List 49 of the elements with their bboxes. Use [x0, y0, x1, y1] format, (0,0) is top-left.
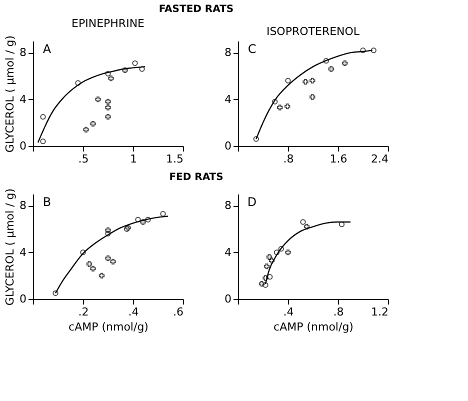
x-tick-label: .6 — [173, 306, 184, 318]
y-tick-label: 8 — [224, 199, 232, 212]
y-tick-label: 8 — [20, 46, 26, 60]
y-tick-label: 0 — [224, 292, 232, 306]
point — [105, 114, 111, 120]
x-tick-label: .8 — [333, 306, 344, 318]
x-tick-label: .2 — [78, 306, 89, 318]
annotation: B — [42, 195, 52, 209]
point — [95, 96, 101, 102]
y-axis-title: GLYCEROL ( µmol / g) — [4, 35, 16, 153]
x-tick-label: 1.5 — [166, 152, 184, 166]
point — [83, 126, 89, 133]
annotation: D — [247, 195, 257, 209]
x-tick-label: 1 — [130, 152, 137, 166]
point — [108, 75, 114, 82]
point — [40, 114, 46, 120]
x-tick-label: .4 — [283, 306, 294, 318]
y-tick-label: 4 — [224, 92, 232, 106]
point — [90, 120, 96, 127]
annotation: C — [248, 42, 256, 56]
y-tick-label: 8 — [20, 199, 26, 212]
chart-title: ISOPROTERENOL — [266, 25, 360, 38]
y-tick-label: 8 — [224, 46, 232, 60]
y-tick-label: 4 — [20, 246, 26, 259]
y-tick-label: 0 — [20, 140, 26, 152]
point — [75, 80, 81, 86]
chart-subtitle: FASTED RATS — [158, 4, 234, 16]
point — [132, 60, 138, 66]
point — [105, 104, 111, 110]
x-axis-title: cAMP (nmol/g) — [274, 320, 354, 334]
x-tick-label: 1.2 — [371, 306, 388, 318]
chart-title: EPINEPHRINE — [72, 17, 145, 30]
y-tick-label: 4 — [224, 246, 232, 259]
y-tick-label: 0 — [224, 140, 232, 152]
y-tick-label: 4 — [20, 92, 26, 106]
x-tick-label: .5 — [78, 152, 89, 166]
x-tick-label: .4 — [128, 306, 139, 318]
x-tick-label: 2.4 — [371, 152, 388, 166]
chart-subtitle: FED RATS — [169, 172, 224, 184]
point — [122, 67, 128, 74]
y-axis-title: GLYCEROL ( µmol / g) — [4, 188, 16, 306]
x-tick-label: 1.6 — [330, 152, 348, 166]
annotation: A — [42, 42, 52, 56]
point — [105, 70, 111, 77]
y-tick-label: 0 — [20, 292, 26, 306]
point — [40, 138, 46, 144]
x-axis-title: cAMP (nmol/g) — [68, 320, 148, 334]
x-tick-label: .8 — [283, 152, 294, 166]
point — [105, 98, 111, 105]
